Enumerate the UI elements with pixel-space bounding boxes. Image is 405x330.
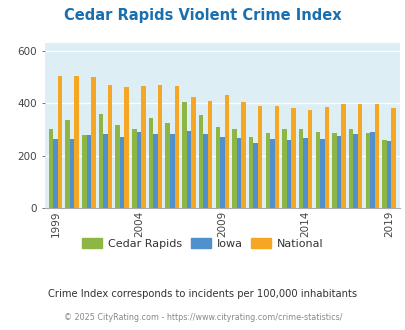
Bar (341, 105, 345, 208)
Bar (269, 139, 274, 208)
Bar (315, 132, 319, 208)
Bar (136, 132, 141, 208)
Bar (82, 135, 86, 208)
Bar (386, 141, 390, 208)
Bar (141, 86, 145, 208)
Legend: Cedar Rapids, Iowa, National: Cedar Rapids, Iowa, National (78, 234, 327, 253)
Text: © 2025 CityRating.com - https://www.cityrating.com/crime-statistics/: © 2025 CityRating.com - https://www.city… (64, 313, 341, 322)
Bar (348, 129, 353, 208)
Bar (207, 101, 212, 208)
Bar (290, 108, 295, 208)
Bar (124, 87, 129, 208)
Bar (357, 104, 362, 208)
Bar (253, 143, 257, 208)
Bar (215, 127, 220, 208)
Bar (281, 129, 286, 208)
Bar (158, 85, 162, 208)
Bar (248, 137, 253, 208)
Bar (286, 140, 290, 208)
Bar (115, 125, 119, 208)
Bar (265, 133, 269, 208)
Bar (257, 106, 262, 208)
Bar (103, 134, 107, 208)
Bar (98, 114, 103, 208)
Bar (319, 139, 324, 208)
Bar (107, 85, 112, 208)
Text: Cedar Rapids Violent Crime Index: Cedar Rapids Violent Crime Index (64, 8, 341, 23)
Bar (303, 138, 307, 208)
Bar (191, 97, 195, 208)
Bar (274, 106, 278, 208)
Bar (91, 77, 95, 208)
Bar (241, 102, 245, 208)
Bar (165, 123, 170, 208)
Bar (86, 135, 91, 208)
Bar (236, 139, 241, 208)
Bar (119, 137, 124, 208)
Bar (298, 129, 303, 208)
Bar (365, 133, 369, 208)
Bar (353, 134, 357, 208)
Bar (174, 86, 179, 208)
Bar (224, 95, 228, 208)
Bar (324, 107, 328, 208)
Bar (198, 115, 203, 208)
Bar (74, 76, 79, 208)
Bar (53, 139, 58, 208)
Bar (382, 140, 386, 208)
Bar (390, 108, 395, 208)
Bar (49, 129, 53, 208)
Bar (58, 76, 62, 208)
Text: Crime Index corresponds to incidents per 100,000 inhabitants: Crime Index corresponds to incidents per… (48, 289, 357, 299)
Bar (149, 117, 153, 208)
Bar (336, 136, 341, 208)
Bar (232, 129, 236, 208)
Bar (186, 131, 191, 208)
Bar (170, 134, 174, 208)
Bar (331, 133, 336, 208)
Bar (182, 102, 186, 208)
Bar (307, 110, 312, 208)
Bar (65, 120, 70, 208)
Bar (70, 139, 74, 208)
Bar (369, 132, 374, 208)
Bar (132, 129, 136, 208)
Bar (374, 105, 378, 208)
Bar (153, 134, 158, 208)
Bar (220, 137, 224, 208)
Bar (203, 134, 207, 208)
